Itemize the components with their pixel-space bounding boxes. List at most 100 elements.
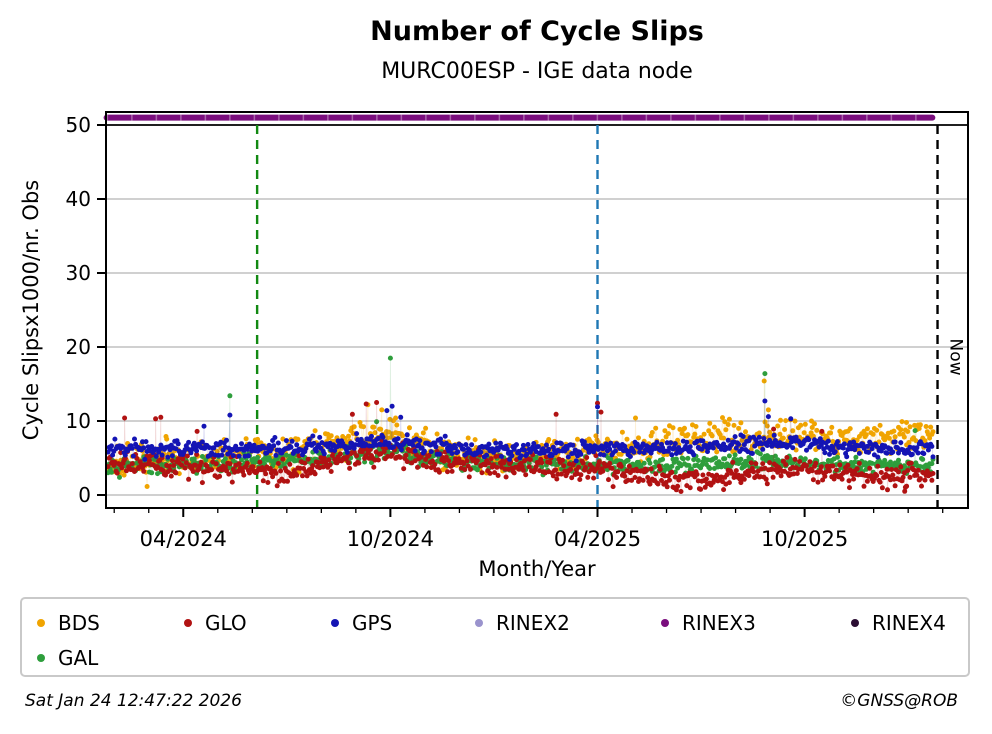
data-point <box>820 477 826 483</box>
data-point <box>464 458 470 464</box>
data-point <box>167 467 173 473</box>
data-point <box>710 445 716 451</box>
data-point <box>772 453 778 459</box>
data-point <box>929 477 935 483</box>
data-point <box>335 438 341 444</box>
data-point <box>761 378 767 384</box>
data-point <box>535 444 541 450</box>
data-point <box>726 480 732 486</box>
data-point <box>813 460 819 466</box>
data-point <box>889 467 895 472</box>
legend-marker-rinex4 <box>851 618 859 627</box>
data-point <box>695 458 701 463</box>
data-point <box>122 452 128 458</box>
data-point <box>633 415 638 421</box>
data-point <box>526 464 532 470</box>
data-point <box>915 450 921 456</box>
data-point <box>141 445 147 451</box>
data-point <box>380 434 386 440</box>
data-point <box>874 473 880 479</box>
data-point <box>726 453 732 459</box>
data-point <box>649 430 655 435</box>
data-point <box>775 423 781 429</box>
data-point <box>720 461 725 467</box>
data-point <box>236 461 242 467</box>
data-point <box>839 476 845 482</box>
data-point <box>807 459 813 465</box>
legend-label-rinex4: RINEX4 <box>872 610 946 635</box>
data-point <box>492 470 498 476</box>
data-point <box>738 480 744 486</box>
data-point <box>384 408 390 414</box>
data-point <box>488 456 494 462</box>
data-point <box>756 434 762 440</box>
data-point <box>317 434 323 440</box>
data-point <box>236 453 242 459</box>
data-point <box>209 467 215 473</box>
data-point <box>146 458 152 464</box>
data-point <box>593 453 599 459</box>
data-point <box>159 452 165 458</box>
data-point <box>410 442 416 448</box>
data-point <box>648 466 654 472</box>
data-point <box>636 435 641 441</box>
data-point <box>344 449 350 455</box>
data-point <box>453 445 458 451</box>
data-point <box>606 477 611 483</box>
data-point <box>300 473 305 479</box>
data-point <box>461 461 467 467</box>
data-point <box>667 477 672 483</box>
data-point <box>640 477 646 483</box>
data-point <box>494 464 500 470</box>
data-point <box>227 393 233 399</box>
y-tick-label-20: 20 <box>66 335 91 359</box>
data-point <box>434 431 440 437</box>
data-point <box>194 448 200 454</box>
data-point <box>703 476 709 482</box>
data-point <box>778 473 784 479</box>
data-point <box>372 430 378 436</box>
data-point <box>175 441 181 447</box>
data-point <box>199 480 205 486</box>
data-point <box>765 414 771 420</box>
data-point <box>310 433 316 439</box>
data-point <box>326 457 332 463</box>
data-point <box>724 472 730 478</box>
y-tick-label-0: 0 <box>78 483 91 507</box>
data-point <box>245 453 251 459</box>
data-point <box>219 452 225 458</box>
data-point <box>199 454 205 459</box>
data-point <box>289 438 295 444</box>
data-point <box>751 469 756 475</box>
data-point <box>164 436 170 442</box>
data-point <box>466 474 472 480</box>
data-point <box>914 472 920 478</box>
data-point <box>610 484 616 490</box>
data-point <box>601 452 607 458</box>
data-point <box>664 440 670 446</box>
data-point <box>722 419 728 425</box>
data-point <box>385 454 391 459</box>
y-tick-label-30: 30 <box>66 261 91 285</box>
data-point <box>707 466 713 471</box>
data-point <box>721 435 727 441</box>
data-point <box>904 420 909 425</box>
data-point <box>920 456 926 462</box>
data-point <box>227 461 233 467</box>
data-point <box>693 424 699 429</box>
data-point <box>398 447 404 453</box>
data-point <box>867 465 873 471</box>
data-point <box>199 439 205 445</box>
data-point <box>443 454 449 460</box>
data-point <box>230 453 236 459</box>
data-point <box>817 468 823 473</box>
data-point <box>239 441 244 447</box>
data-point <box>273 470 279 476</box>
data-point <box>629 477 635 483</box>
data-point <box>909 451 915 457</box>
legend-label-gal: GAL <box>58 645 99 670</box>
gridlines <box>106 124 968 496</box>
data-point <box>520 467 526 473</box>
data-point <box>914 445 920 451</box>
data-point <box>722 456 728 462</box>
